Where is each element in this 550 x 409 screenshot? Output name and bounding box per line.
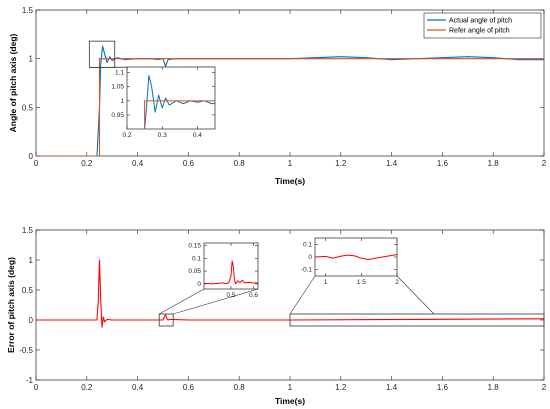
legend-label: Actual angle of pitch <box>449 18 512 25</box>
top-xtick-label: 0.6 <box>183 159 195 168</box>
bottom-xtick-label: 1 <box>288 383 293 392</box>
top-xtick-label: 0.4 <box>132 159 144 168</box>
bottom-zoom-rect-a <box>158 313 174 327</box>
bottom-ylabel: Error of pitch axis (deg) <box>6 257 16 353</box>
top-ytick-label: 0 <box>29 152 34 161</box>
bottom-xtick-label: 0.6 <box>183 383 195 392</box>
top-xtick-label: 1.8 <box>488 159 500 168</box>
bottom-xtick-label: 0.4 <box>132 383 144 392</box>
top-inset-xtick-label: 0.3 <box>158 132 167 139</box>
bottom-axes-box <box>35 229 545 381</box>
bottom-inset-a-xtick-label: 0.6 <box>249 292 258 299</box>
top-xtick-label: 2 <box>542 159 547 168</box>
top-xtick-label: 0 <box>34 159 39 168</box>
bottom-xtick-label: 1.8 <box>488 383 500 392</box>
top-inset-axes-box <box>126 66 216 130</box>
bottom-xtick-label: 0.8 <box>234 383 246 392</box>
bottom-zoom-connector-a <box>173 288 259 315</box>
bottom-ytick-label: -1 <box>26 376 34 385</box>
top-inset-series-actual <box>144 74 215 129</box>
top-series-refer <box>36 58 544 156</box>
bottom-xtick-label: 0 <box>34 383 39 392</box>
top-ytick-label: 1.5 <box>22 6 34 15</box>
top-xlabel: Time(s) <box>275 176 305 186</box>
bottom-inset-a-ytick-label: 0.15 <box>188 243 201 250</box>
bottom-inset-b-xtick-label: 2 <box>395 279 399 286</box>
bottom-inset-b-series <box>315 253 397 261</box>
bottom-zoom-connector-b <box>396 275 435 315</box>
bottom-zoom-connector-a <box>159 288 205 315</box>
bottom-ytick-label: 0.5 <box>22 286 34 295</box>
bottom-zoom-rect-b <box>289 313 545 327</box>
top-inset-xtick-label: 0.2 <box>122 132 131 139</box>
bottom-ytick-label: 1 <box>29 256 34 265</box>
top-inset-xtick-label: 0.4 <box>193 132 202 139</box>
bottom-inset-b-ytick-label: 0 <box>308 254 312 261</box>
top-xtick-label: 0.8 <box>234 159 246 168</box>
bottom-zoom-connector-b <box>289 275 316 315</box>
bottom-ytick-label: 1.5 <box>22 226 34 235</box>
bottom-ytick-label: 0 <box>29 316 34 325</box>
bottom-inset-b-xtick-label: 1 <box>324 279 328 286</box>
top-ytick-label: 1 <box>29 55 34 64</box>
top-xtick-label: 1 <box>288 159 293 168</box>
legend-box <box>423 12 542 39</box>
top-xtick-label: 0.2 <box>81 159 93 168</box>
bottom-xtick-label: 1.6 <box>437 383 449 392</box>
bottom-xtick-label: 2 <box>542 383 547 392</box>
top-inset-ytick-label: 1.05 <box>111 84 124 91</box>
bottom-inset-b-xtick-label: 1.5 <box>357 279 366 286</box>
top-inset-series-refer <box>144 100 215 129</box>
top-xtick-label: 1.6 <box>437 159 449 168</box>
top-xtick-label: 1.2 <box>335 159 347 168</box>
bottom-inset-a-series <box>204 260 258 285</box>
bottom-inset-a-axes-box <box>203 242 259 290</box>
top-inset-ytick-label: 1.1 <box>115 70 124 77</box>
top-ytick-label: 0.5 <box>22 103 34 112</box>
bottom-inset-a-ytick-label: 0.1 <box>192 255 201 262</box>
bottom-inset-a-ytick-label: 0.05 <box>188 268 201 275</box>
bottom-inset-a-ytick-label: 0 <box>197 281 201 288</box>
bottom-inset-b-ytick-label: -0.1 <box>301 267 313 274</box>
bottom-inset-b-ytick-label: 0.1 <box>303 241 312 248</box>
bottom-xlabel: Time(s) <box>275 396 305 406</box>
bottom-xtick-label: 1.4 <box>386 383 398 392</box>
bottom-inset-a-xtick-label: 0.5 <box>226 292 235 299</box>
top-xtick-label: 1.4 <box>386 159 398 168</box>
bottom-ytick-label: -0.5 <box>19 346 33 355</box>
top-inset-ytick-label: 0.95 <box>111 112 124 119</box>
bottom-xtick-label: 0.2 <box>81 383 93 392</box>
bottom-xtick-label: 1.2 <box>335 383 347 392</box>
legend-label: Refer angle of pitch <box>449 28 510 35</box>
top-inset-ytick-label: 1 <box>120 98 124 105</box>
bottom-series-error <box>36 259 544 328</box>
top-ylabel: Angle of pitch axis (deg) <box>8 33 18 132</box>
